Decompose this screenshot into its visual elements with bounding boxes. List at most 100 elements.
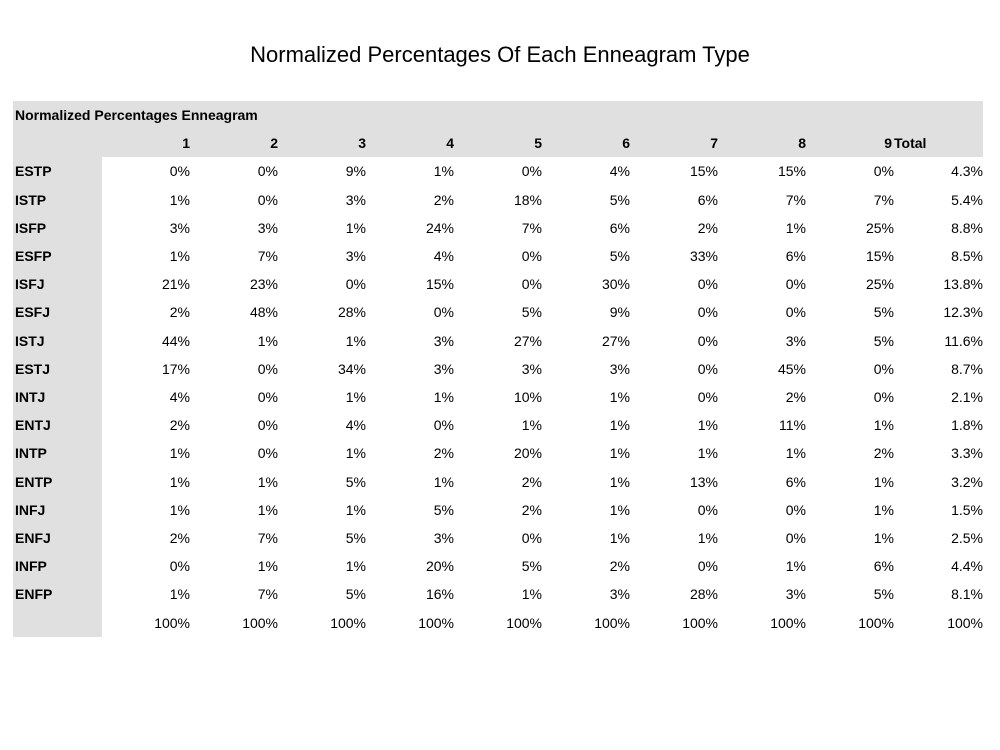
cell-value: 1%	[806, 467, 894, 496]
cell-value: 1%	[630, 411, 718, 440]
cell-value: 100%	[190, 608, 278, 637]
cell-value: 2%	[366, 439, 454, 468]
cell-value: 1%	[190, 552, 278, 581]
cell-value: 4.3%	[894, 157, 984, 186]
cell-value: 5%	[806, 326, 894, 355]
cell-value: 0%	[630, 326, 718, 355]
cell-value: 3%	[366, 524, 454, 553]
column-header-6: 6	[542, 129, 630, 158]
cell-value: 1%	[190, 467, 278, 496]
cell-value: 7%	[190, 580, 278, 609]
cell-value: 0%	[190, 157, 278, 186]
cell-value: 3%	[190, 213, 278, 243]
cell-value: 1%	[718, 552, 806, 581]
cell-value: 1%	[542, 495, 630, 525]
table-row-intj: INTJ 4% 0% 1% 1% 10% 1% 0% 2% 0% 2.1%	[13, 383, 984, 412]
table-row-intp: INTP 1% 0% 1% 2% 20% 1% 1% 1% 2% 3.3%	[13, 439, 984, 468]
cell-value: 28%	[630, 580, 718, 609]
cell-value: 25%	[806, 270, 894, 299]
cell-value: 2%	[542, 552, 630, 581]
cell-value: 0%	[718, 298, 806, 327]
cell-value: 0%	[454, 157, 542, 186]
cell-value: 0%	[278, 270, 366, 299]
cell-value: 45%	[718, 354, 806, 384]
table-row-enfp: ENFP 1% 7% 5% 16% 1% 3% 28% 3% 5% 8.1%	[13, 580, 984, 609]
cell-value: 1%	[806, 495, 894, 525]
cell-value: 0%	[190, 185, 278, 214]
cell-value: 1%	[366, 157, 454, 186]
cell-value: 13%	[630, 467, 718, 496]
cell-value: 1%	[542, 439, 630, 468]
cell-value: 0%	[806, 354, 894, 384]
row-label: INTP	[13, 439, 102, 468]
cell-value: 3%	[278, 242, 366, 271]
cell-value: 1%	[630, 524, 718, 553]
cell-value: 1%	[542, 383, 630, 412]
column-header-5: 5	[454, 129, 542, 158]
cell-value: 24%	[366, 213, 454, 243]
cell-value: 27%	[454, 326, 542, 355]
cell-value: 3%	[102, 213, 190, 243]
cell-value: 3%	[454, 354, 542, 384]
row-header-corner	[13, 129, 102, 158]
cell-value: 5%	[806, 580, 894, 609]
cell-value: 5%	[542, 242, 630, 271]
cell-value: 0%	[190, 383, 278, 412]
cell-value: 0%	[630, 270, 718, 299]
table-row-esfj: ESFJ 2% 48% 28% 0% 5% 9% 0% 0% 5% 12.3%	[13, 298, 984, 327]
cell-value: 33%	[630, 242, 718, 271]
row-label	[13, 608, 102, 637]
row-label: INFP	[13, 552, 102, 581]
cell-value: 100%	[806, 608, 894, 637]
column-header-4: 4	[366, 129, 454, 158]
cell-value: 1%	[102, 580, 190, 609]
column-header-8: 8	[718, 129, 806, 158]
chart-title: Normalized Percentages Of Each Enneagram…	[250, 42, 750, 67]
row-label: ENFJ	[13, 524, 102, 553]
cell-value: 1%	[102, 467, 190, 496]
column-header-2: 2	[190, 129, 278, 158]
table-row-entp: ENTP 1% 1% 5% 1% 2% 1% 13% 6% 1% 3.2%	[13, 467, 984, 496]
table-row-estp: ESTP 0% 0% 9% 1% 0% 4% 15% 15% 0% 4.3%	[13, 157, 984, 186]
cell-value: 0%	[454, 242, 542, 271]
cell-value: 0%	[630, 495, 718, 525]
cell-value: 20%	[366, 552, 454, 581]
cell-value: 100%	[894, 608, 984, 637]
cell-value: 1%	[278, 326, 366, 355]
cell-value: 0%	[806, 383, 894, 412]
cell-value: 11.6%	[894, 326, 984, 355]
cell-value: 1%	[278, 383, 366, 412]
table-row-istj: ISTJ 44% 1% 1% 3% 27% 27% 0% 3% 5% 11.6%	[13, 326, 984, 355]
cell-value: 100%	[454, 608, 542, 637]
column-header-1: 1	[102, 129, 190, 158]
cell-value: 5%	[366, 495, 454, 525]
cell-value: 3%	[718, 326, 806, 355]
cell-value: 4.4%	[894, 552, 984, 581]
cell-value: 10%	[454, 383, 542, 412]
cell-value: 2.5%	[894, 524, 984, 553]
cell-value: 7%	[190, 242, 278, 271]
row-label: ENTJ	[13, 411, 102, 440]
cell-value: 21%	[102, 270, 190, 299]
cell-value: 27%	[542, 326, 630, 355]
cell-value: 1%	[806, 411, 894, 440]
cell-value: 2%	[102, 411, 190, 440]
cell-value: 4%	[278, 411, 366, 440]
table-row-isfp: ISFP 3% 3% 1% 24% 7% 6% 2% 1% 25% 8.8%	[13, 213, 984, 243]
cell-value: 1%	[190, 326, 278, 355]
cell-value: 3%	[366, 326, 454, 355]
row-label: ESFP	[13, 242, 102, 271]
cell-value: 1%	[454, 580, 542, 609]
table-row-infp: INFP 0% 1% 1% 20% 5% 2% 0% 1% 6% 4.4%	[13, 552, 984, 581]
cell-value: 0%	[630, 383, 718, 412]
cell-value: 4%	[102, 383, 190, 412]
column-header-9: 9	[806, 129, 894, 158]
column-header-total: Total	[894, 129, 984, 158]
table-row-esfp: ESFP 1% 7% 3% 4% 0% 5% 33% 6% 15% 8.5%	[13, 242, 984, 271]
cell-value: 0%	[630, 298, 718, 327]
row-label: ENTP	[13, 467, 102, 496]
cell-value: 5%	[806, 298, 894, 327]
cell-value: 23%	[190, 270, 278, 299]
cell-value: 1%	[278, 213, 366, 243]
